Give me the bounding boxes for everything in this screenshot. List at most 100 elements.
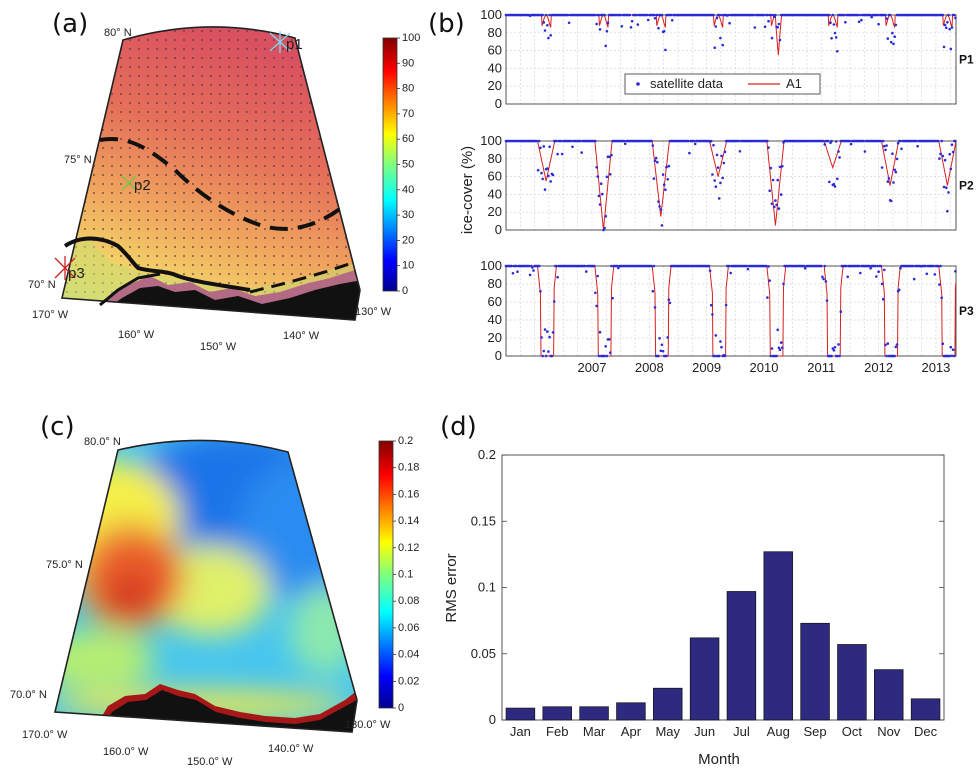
legend: satellite data A1 — [624, 73, 821, 95]
satellite-data-point — [719, 36, 722, 40]
satellite-data-point — [629, 26, 633, 29]
satellite-data-point — [948, 152, 951, 156]
satellite-data-point — [536, 168, 540, 172]
satellite-data-point — [653, 306, 657, 309]
x-tick-label: Oct — [842, 724, 863, 739]
y-tick-label: 40 — [488, 312, 502, 327]
satellite-data-point — [834, 36, 838, 39]
colorbar-tick-label: 100 — [402, 32, 420, 44]
satellite-data-point — [603, 13, 606, 17]
satellite-data-point — [911, 264, 915, 268]
satellite-data-point — [546, 167, 549, 170]
satellite-data-point — [549, 180, 552, 183]
y-tick-label: 0 — [495, 348, 502, 363]
satellite-data-point — [714, 185, 718, 188]
satellite-data-point — [715, 153, 719, 157]
satellite-data-point — [547, 36, 550, 40]
satellite-data-point — [892, 181, 895, 184]
satellite-data-point — [943, 23, 947, 27]
y-tick-label: 0 — [495, 96, 502, 111]
satellite-data-point — [946, 21, 949, 24]
satellite-data-point — [713, 46, 716, 49]
bar-nov — [874, 669, 904, 721]
satellite-data-point — [555, 264, 558, 268]
colorbar-tick-label: 10 — [402, 260, 414, 272]
satellite-data-point — [857, 264, 861, 268]
satellite-data-point — [548, 335, 551, 339]
lon-130-label: 130° W — [355, 306, 392, 318]
satellite-data-point — [825, 299, 829, 302]
satellite-data-point — [599, 182, 603, 185]
satellite-data-point — [838, 354, 841, 358]
satellite-data-point — [779, 341, 783, 344]
satellite-data-point — [881, 297, 885, 301]
legend-box — [624, 73, 821, 95]
satellite-data-point — [766, 139, 769, 143]
colorbar-tick-label: 0.16 — [398, 488, 419, 500]
satellite-data-point — [839, 310, 843, 314]
y-tick-label: 20 — [488, 330, 502, 345]
satellite-data-point — [821, 275, 824, 279]
satellite-data-point — [610, 153, 613, 157]
satellite-data-point — [887, 177, 891, 180]
panel-b-ylabel: ice-cover (%) — [459, 146, 476, 234]
satellite-data-point — [566, 13, 570, 17]
satellite-data-point — [729, 271, 732, 275]
satellite-data-point — [583, 264, 587, 268]
satellite-data-point — [837, 343, 840, 346]
satellite-data-point — [670, 19, 674, 22]
satellite-data-point — [846, 275, 849, 279]
satellite-data-point — [662, 29, 666, 33]
satellite-data-point — [665, 165, 668, 169]
y-tick-label: 80 — [488, 151, 502, 166]
satellite-data-point — [822, 139, 825, 143]
panel-b-label: (b) — [428, 9, 465, 39]
satellite-data-point — [595, 304, 598, 308]
satellite-data-point — [549, 34, 552, 37]
satellite-data-point — [950, 354, 954, 358]
row-label: P2 — [959, 179, 974, 193]
satellite-data-point — [595, 22, 598, 26]
satellite-data-point — [651, 289, 655, 293]
colorbar-tick-label: 60 — [402, 133, 414, 145]
model-a1-line — [506, 140, 957, 231]
lon-170-label: 170° W — [32, 309, 69, 321]
satellite-data-point — [721, 43, 724, 47]
y-tick-label: 0.15 — [471, 513, 496, 528]
map-a: p1 p2 p3 80° N 75° N 70° N 170° W 160° W… — [28, 26, 392, 353]
satellite-data-point — [859, 271, 862, 275]
satellite-data-point — [570, 139, 573, 143]
satellite-data-point — [945, 186, 948, 189]
satellite-data-point — [782, 282, 785, 286]
satellite-data-point — [712, 13, 715, 17]
satellite-data-point — [619, 13, 622, 17]
satellite-data-point — [768, 279, 771, 282]
satellite-data-point — [598, 203, 602, 206]
panel-b-timeseries: 0 20 40 60 80 100 P1 0 20 40 60 80 100 P2 0 20 40 60 80 100… — [480, 7, 974, 375]
satellite-data-point — [953, 13, 956, 17]
satellite-data-point — [885, 354, 888, 358]
satellite-data-point — [777, 207, 781, 210]
y-tick-label: 100 — [480, 133, 502, 148]
satellite-data-point — [657, 354, 660, 358]
satellite-data-point — [661, 349, 665, 353]
colorbar-tick-label: 0.08 — [398, 595, 419, 607]
y-tick-label: 0 — [489, 712, 496, 727]
colorbar-tick-label: 0.2 — [398, 435, 413, 447]
satellite-data-point — [859, 13, 862, 17]
satellite-data-point — [544, 13, 548, 17]
colorbar-tick-label: 0.02 — [398, 675, 419, 687]
satellite-data-point — [651, 144, 655, 147]
satellite-data-point — [598, 28, 602, 31]
satellite-data-point — [836, 50, 839, 53]
satellite-data-point — [836, 354, 839, 358]
satellite-data-point — [767, 146, 770, 149]
satellite-data-point — [803, 267, 807, 270]
legend-satellite-marker — [636, 82, 640, 86]
satellite-data-point — [778, 348, 782, 352]
satellite-data-point — [883, 144, 886, 148]
satellite-data-point — [527, 264, 531, 268]
satellite-data-point — [776, 328, 779, 332]
satellite-data-point — [950, 26, 954, 29]
